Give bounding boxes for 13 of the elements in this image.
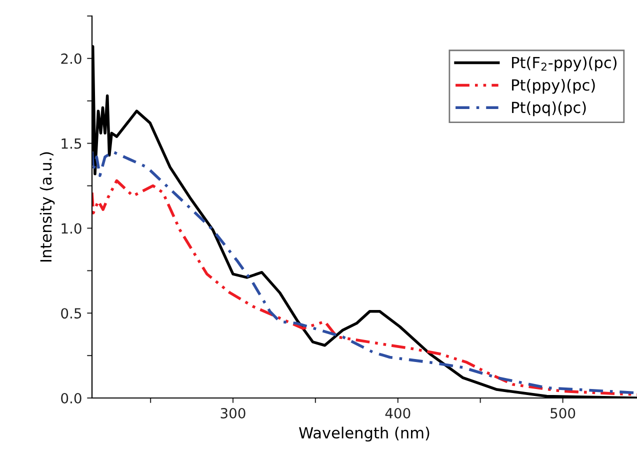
- x-tick-label: 300: [220, 408, 246, 418]
- x-axis-title: Wavelength (nm): [299, 426, 430, 442]
- y-tick-label: 1.5: [62, 138, 82, 149]
- legend-label: Pt(ppy)(pc): [512, 78, 595, 94]
- legend-label: Pt(pq)(pc): [512, 101, 586, 116]
- y-tick-label: 0.0: [61, 392, 82, 404]
- y-tick-label: 1.0: [62, 223, 82, 234]
- legend-label: Pt(F$_{2}$-ppy)(pc): [512, 56, 616, 72]
- x-tick-label: 400: [385, 408, 410, 418]
- x-tick-label: 500: [550, 408, 576, 418]
- y-axis-title: Intensity (a.u.): [40, 152, 55, 262]
- y-tick-label: 0.5: [61, 308, 82, 319]
- y-tick-label: 2.0: [61, 53, 82, 64]
